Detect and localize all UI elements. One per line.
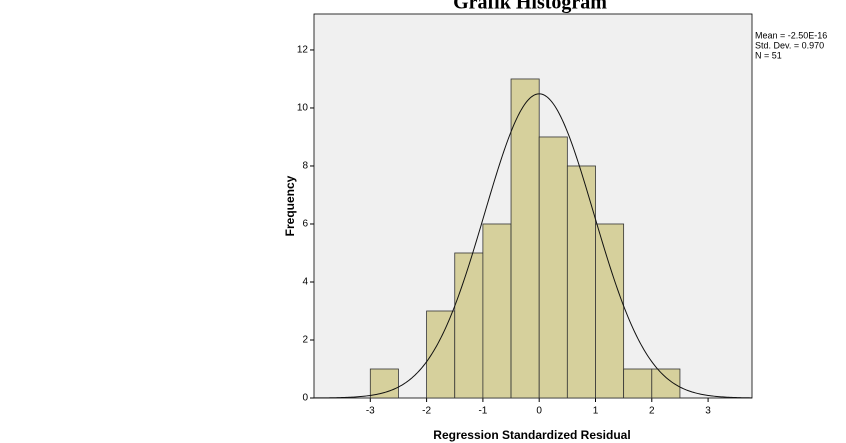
y-tick-label: 0	[302, 393, 308, 404]
y-axis-label: Frequency	[283, 175, 297, 236]
x-tick-label: -1	[478, 406, 487, 417]
bar	[652, 369, 680, 398]
x-axis-label: Regression Standardized Residual	[433, 428, 630, 442]
bar	[539, 137, 567, 398]
y-tick-label: 4	[302, 277, 308, 288]
x-tick-label: -2	[422, 406, 431, 417]
chart: Grafik Histogram Regression Standardized…	[0, 0, 846, 443]
bar	[511, 79, 539, 398]
y-tick-label: 12	[297, 45, 309, 56]
y-tick-label: 10	[297, 103, 309, 114]
chart-title: Grafik Histogram	[453, 0, 607, 14]
bar	[427, 311, 455, 398]
x-tick-label: 2	[649, 406, 655, 417]
x-tick-label: 3	[705, 406, 711, 417]
stat-label: Mean = -2.50E-16	[755, 30, 827, 40]
x-tick-label: -3	[366, 406, 375, 417]
bar	[483, 224, 511, 398]
bar	[455, 253, 483, 398]
y-tick-label: 6	[302, 219, 308, 230]
bar	[624, 369, 652, 398]
bar	[567, 166, 595, 398]
bar	[370, 369, 398, 398]
y-tick-label: 2	[302, 335, 308, 346]
x-tick-label: 0	[536, 406, 542, 417]
stat-label: N = 51	[755, 50, 782, 60]
bar	[595, 224, 623, 398]
stat-label: Std. Dev. = 0.970	[755, 40, 824, 50]
x-tick-label: 1	[593, 406, 599, 417]
y-tick-label: 8	[302, 161, 308, 172]
